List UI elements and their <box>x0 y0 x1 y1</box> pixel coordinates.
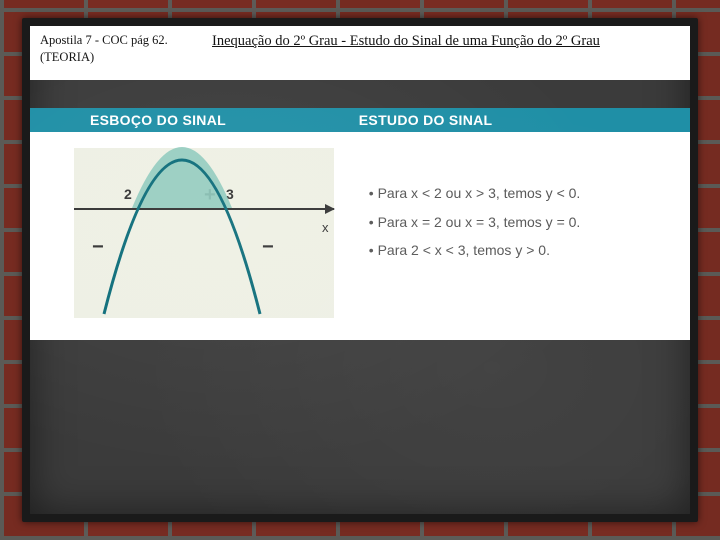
parabola-fill <box>132 147 232 208</box>
header-strip: Apostila 7 - COC pág 62. (TEORIA) Inequa… <box>30 26 690 80</box>
x-axis-label: x <box>322 220 329 235</box>
col-heading-study: ESTUDO DO SINAL <box>347 108 690 132</box>
study-line-3: • Para 2 < x < 3, temos y > 0. <box>369 237 678 264</box>
parabola-curve <box>84 126 284 316</box>
chalkboard-frame: Apostila 7 - COC pág 62. (TEORIA) Inequa… <box>22 18 698 522</box>
header-left-block: Apostila 7 - COC pág 62. (TEORIA) <box>40 32 196 66</box>
header-source-line2: (TEORIA) <box>40 49 196 66</box>
study-line-2: • Para x = 2 ou x = 3, temos y = 0. <box>369 209 678 236</box>
study-line-1: • Para x < 2 ou x > 3, temos y < 0. <box>369 180 678 207</box>
page-title: Inequação do 2º Grau - Estudo do Sinal d… <box>212 32 600 50</box>
sign-sketch-chart: x 2 3 − + − <box>74 148 334 318</box>
header-source-line1: Apostila 7 - COC pág 62. <box>40 32 196 49</box>
study-text-area: • Para x < 2 ou x > 3, temos y < 0. • Pa… <box>347 132 690 340</box>
content-panel: ESBOÇO DO SINAL ESTUDO DO SINAL x 2 3 − … <box>30 108 690 340</box>
column-body: x 2 3 − + − • Para x < 2 ou x > 3, te <box>30 132 690 340</box>
sketch-area: x 2 3 − + − <box>30 132 347 340</box>
